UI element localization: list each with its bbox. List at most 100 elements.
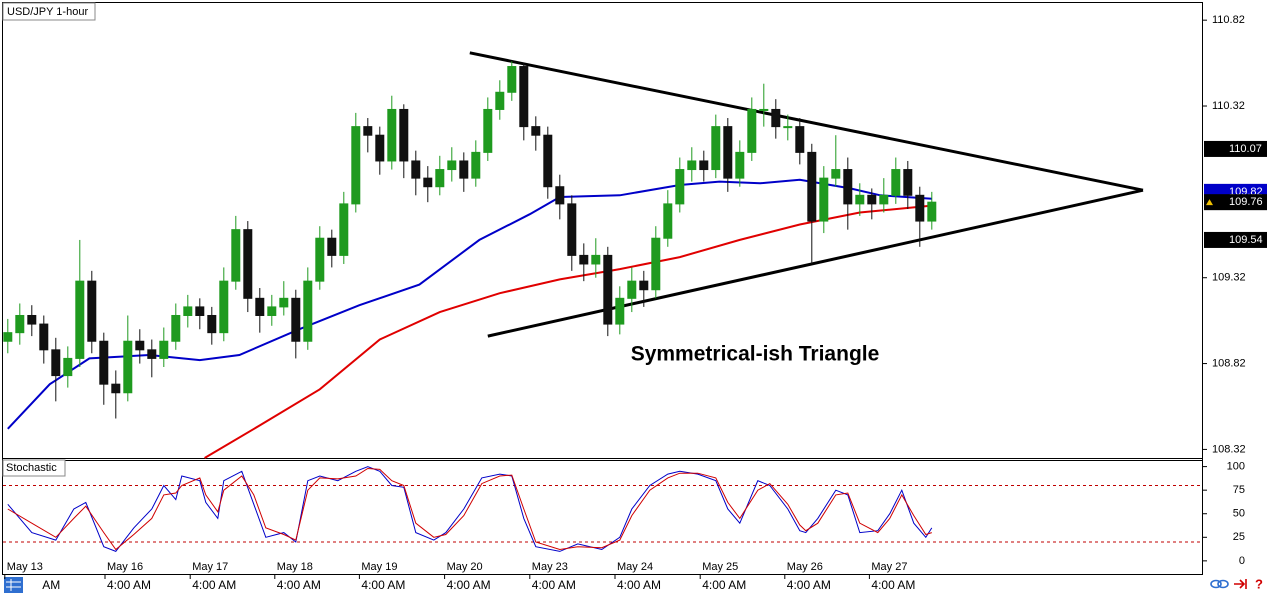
candle-body — [471, 151, 481, 179]
y-tick-label: 110.82 — [1212, 14, 1245, 26]
x-tick-label: May 17 — [192, 561, 228, 573]
stochastic-panel — [3, 466, 1203, 553]
candle-body — [915, 194, 925, 222]
candle-body — [147, 349, 157, 359]
stochastic-line — [7, 466, 933, 553]
candle-body — [315, 237, 325, 282]
candle-body — [495, 91, 505, 110]
candle-body — [3, 332, 13, 342]
trendline — [469, 51, 1144, 192]
y-tick-label: 108.82 — [1212, 357, 1246, 369]
candle-body — [531, 126, 541, 136]
price-panel — [3, 51, 1144, 459]
candle-body — [795, 126, 805, 153]
candle-body — [87, 280, 97, 342]
indicator-title: Stochastic — [6, 462, 57, 474]
icon-shape — [1217, 579, 1229, 589]
candle-body — [903, 169, 913, 196]
candle-body — [435, 169, 445, 188]
candle-body — [663, 203, 673, 239]
candle-body — [363, 126, 373, 136]
candle-body — [771, 108, 781, 128]
link-icon[interactable] — [1210, 579, 1229, 589]
moving-average — [7, 178, 932, 430]
help-glyph[interactable]: ? — [1255, 576, 1263, 591]
candle-body — [699, 160, 709, 171]
candle-body — [483, 108, 493, 153]
candle-body — [339, 203, 349, 256]
arrow-icon[interactable] — [1234, 579, 1247, 589]
x-tick-label: May 25 — [702, 561, 738, 573]
trendline — [487, 188, 1144, 338]
candle-body — [63, 357, 73, 377]
x-tick-time-label: 4:00 AM — [787, 578, 831, 592]
candle-body — [591, 254, 601, 265]
icon-shape[interactable] — [1210, 579, 1222, 589]
candle-body — [711, 126, 721, 171]
candle-body — [255, 297, 265, 316]
price-marker-label: 110.07 — [1229, 143, 1262, 155]
candle-body — [459, 160, 469, 179]
candle-body — [39, 323, 49, 351]
grid-icon[interactable] — [4, 577, 23, 593]
x-tick-time-label: 4:00 AM — [702, 578, 746, 592]
candle-body — [291, 297, 301, 342]
price-marker — [1204, 140, 1267, 157]
x-tick-label: May 24 — [617, 561, 653, 573]
candle-body — [735, 151, 745, 179]
x-tick-label: May 27 — [871, 561, 907, 573]
candle-body — [627, 280, 637, 299]
candle-body — [567, 203, 577, 256]
candle-body — [279, 297, 289, 308]
plot-frame — [2, 2, 1203, 575]
candle-body — [75, 280, 85, 359]
candle-body — [267, 306, 277, 316]
candle-body — [927, 201, 937, 222]
y-tick-label: 109.32 — [1212, 272, 1246, 284]
y-tick-label: 110.32 — [1212, 100, 1245, 112]
x-tick-time-label: 4:00 AM — [617, 578, 661, 592]
candle-body — [759, 108, 769, 111]
x-tick-time-label: 4:00 AM — [361, 578, 405, 592]
x-tick-time-label: 4:00 AM — [107, 578, 151, 592]
moving-average — [204, 204, 932, 459]
candle-body — [195, 306, 205, 316]
indicator-box — [2, 459, 66, 477]
stochastic-line — [7, 467, 932, 551]
candle-body — [111, 383, 121, 394]
price-marker — [1204, 194, 1267, 211]
candle-body — [519, 66, 529, 128]
candle-body — [603, 254, 613, 325]
candle-body — [207, 314, 217, 334]
x-tick-label: May 16 — [107, 561, 143, 573]
icon-shape[interactable] — [1234, 579, 1247, 589]
x-tick-label: May 26 — [787, 561, 823, 573]
candle-body — [855, 194, 865, 205]
y-tick-label: 100 — [1227, 461, 1245, 473]
x-tick-label: May 18 — [277, 561, 313, 573]
help-icon[interactable]: ? — [1255, 576, 1263, 591]
y-tick-label: 75 — [1233, 484, 1245, 496]
candle-body — [879, 194, 889, 205]
candle-body — [375, 134, 385, 162]
candle-body — [99, 340, 109, 385]
candle-body — [171, 314, 181, 342]
price-marker-label: 109.54 — [1229, 234, 1263, 246]
y-tick-label: 108.32 — [1212, 443, 1246, 455]
candle-body — [867, 194, 877, 205]
candle-body — [135, 340, 145, 351]
candle-body — [231, 229, 241, 282]
candle-body — [411, 160, 421, 179]
candle-body — [351, 126, 361, 205]
x-tick-label: May 20 — [447, 561, 483, 573]
candle-body — [831, 169, 841, 179]
candle-body — [747, 108, 757, 153]
candle-body — [15, 314, 25, 334]
candle-body — [651, 237, 661, 291]
candle-body — [819, 177, 829, 222]
y-tick-label: 25 — [1233, 531, 1245, 543]
x-tick-time-label: AM — [42, 578, 60, 592]
icon-bg[interactable] — [4, 577, 23, 593]
